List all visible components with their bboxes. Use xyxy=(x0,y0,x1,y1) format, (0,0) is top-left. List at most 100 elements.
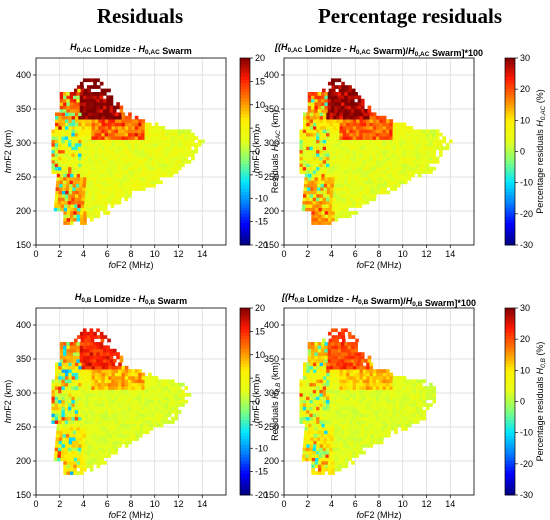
heatmap-cell xyxy=(167,403,172,407)
colorbar-segment xyxy=(240,226,250,230)
heatmap-cell xyxy=(382,403,387,407)
heatmap-cell xyxy=(352,372,357,377)
heatmap-cell xyxy=(432,143,437,147)
heatmap-cell xyxy=(136,173,141,178)
heatmap-cell xyxy=(364,173,369,178)
heatmap-cell xyxy=(104,372,109,377)
heatmap-cell xyxy=(137,143,142,147)
heatmap-cell xyxy=(91,399,95,404)
heatmap-cell xyxy=(104,160,109,164)
colorbar-segment xyxy=(240,195,250,199)
heatmap-cell xyxy=(83,345,87,350)
heatmap-cell xyxy=(164,170,169,174)
heatmap-cell xyxy=(299,389,304,394)
heatmap-cell xyxy=(104,396,109,401)
heatmap-cell xyxy=(356,112,360,117)
colorbar-tick-label: 20 xyxy=(255,303,265,313)
heatmap-cell xyxy=(412,170,417,174)
heatmap-cell xyxy=(97,454,101,458)
heatmap-cell xyxy=(344,109,348,113)
heatmap-cell xyxy=(385,166,390,171)
heatmap-cell xyxy=(119,177,124,181)
heatmap-cell xyxy=(84,362,89,367)
heatmap-cell xyxy=(74,115,79,120)
heatmap-cell xyxy=(117,382,122,387)
x-axis-label-italic: fo xyxy=(108,260,116,270)
heatmap-cell xyxy=(331,85,336,89)
heatmap-cell xyxy=(349,372,354,377)
heatmap-cell xyxy=(316,126,320,130)
heatmap-cell xyxy=(402,396,407,401)
heatmap-cell xyxy=(387,183,391,188)
heatmap-cell xyxy=(147,166,152,171)
heatmap-cell xyxy=(114,136,119,140)
heatmap-cell xyxy=(311,461,315,465)
heatmap-cell xyxy=(336,129,340,134)
heatmap-cell xyxy=(303,122,307,127)
heatmap-cell xyxy=(404,423,409,428)
heatmap-cell xyxy=(74,88,78,93)
heatmap-cell xyxy=(405,166,410,171)
heatmap-cell xyxy=(439,132,443,137)
heatmap-cell xyxy=(64,389,69,394)
heatmap-cell xyxy=(129,177,134,181)
heatmap-cell xyxy=(102,433,107,438)
heatmap-cell xyxy=(402,376,407,380)
heatmap-cell xyxy=(422,153,427,157)
heatmap-cell xyxy=(142,183,146,188)
heatmap-cell xyxy=(305,207,309,212)
heatmap-cell xyxy=(316,386,320,390)
heatmap-cell xyxy=(319,413,324,418)
heatmap-cell xyxy=(98,362,102,367)
heatmap-cell xyxy=(302,149,307,154)
heatmap-cell xyxy=(359,420,363,424)
heatmap-cell xyxy=(74,410,79,414)
heatmap-cell xyxy=(382,372,387,377)
heatmap-cell xyxy=(147,406,152,411)
heatmap-cell xyxy=(137,382,142,387)
heatmap-cell xyxy=(54,413,59,418)
heatmap-cell xyxy=(312,399,317,404)
heatmap-cell xyxy=(127,413,132,418)
heatmap-cell xyxy=(114,369,119,373)
heatmap-cell xyxy=(75,437,80,441)
heatmap-cell xyxy=(147,396,152,401)
title-text: Swarm]*100 xyxy=(429,48,483,58)
heatmap-cell xyxy=(131,376,136,380)
heatmap-cell xyxy=(141,153,145,157)
heatmap-cell xyxy=(174,166,179,171)
heatmap-cell xyxy=(344,464,349,469)
heatmap-cell xyxy=(429,132,433,137)
heatmap-cell xyxy=(154,399,159,404)
heatmap-cell xyxy=(94,143,99,147)
heatmap-cell xyxy=(71,119,76,123)
heatmap-cell xyxy=(90,457,95,462)
heatmap-cell xyxy=(161,413,165,418)
heatmap-cell xyxy=(299,166,304,171)
heatmap-cell xyxy=(77,450,82,455)
heatmap-cell xyxy=(121,190,126,195)
heatmap-cell xyxy=(402,416,407,421)
heatmap-cell xyxy=(362,119,367,123)
heatmap-cell xyxy=(116,355,120,360)
heatmap-cell xyxy=(68,190,73,195)
heatmap-cell xyxy=(124,382,129,387)
heatmap-cell xyxy=(89,464,94,469)
heatmap-cell xyxy=(363,433,368,438)
heatmap-cell xyxy=(125,190,129,195)
heatmap-cell xyxy=(88,149,92,154)
heatmap-cell xyxy=(324,464,329,469)
heatmap-cell xyxy=(104,153,109,157)
heatmap-cell xyxy=(81,139,85,144)
heatmap-cell xyxy=(174,406,179,411)
heatmap-cell xyxy=(161,410,165,414)
heatmap-cell xyxy=(309,386,314,390)
heatmap-cell xyxy=(311,355,315,360)
heatmap-cell xyxy=(336,406,340,411)
heatmap-cell xyxy=(62,433,67,438)
heatmap-cell xyxy=(389,399,393,404)
heatmap-cell xyxy=(439,149,443,154)
heatmap-cell xyxy=(329,156,333,161)
heatmap-cell xyxy=(177,132,182,137)
heatmap-cell xyxy=(325,207,329,212)
